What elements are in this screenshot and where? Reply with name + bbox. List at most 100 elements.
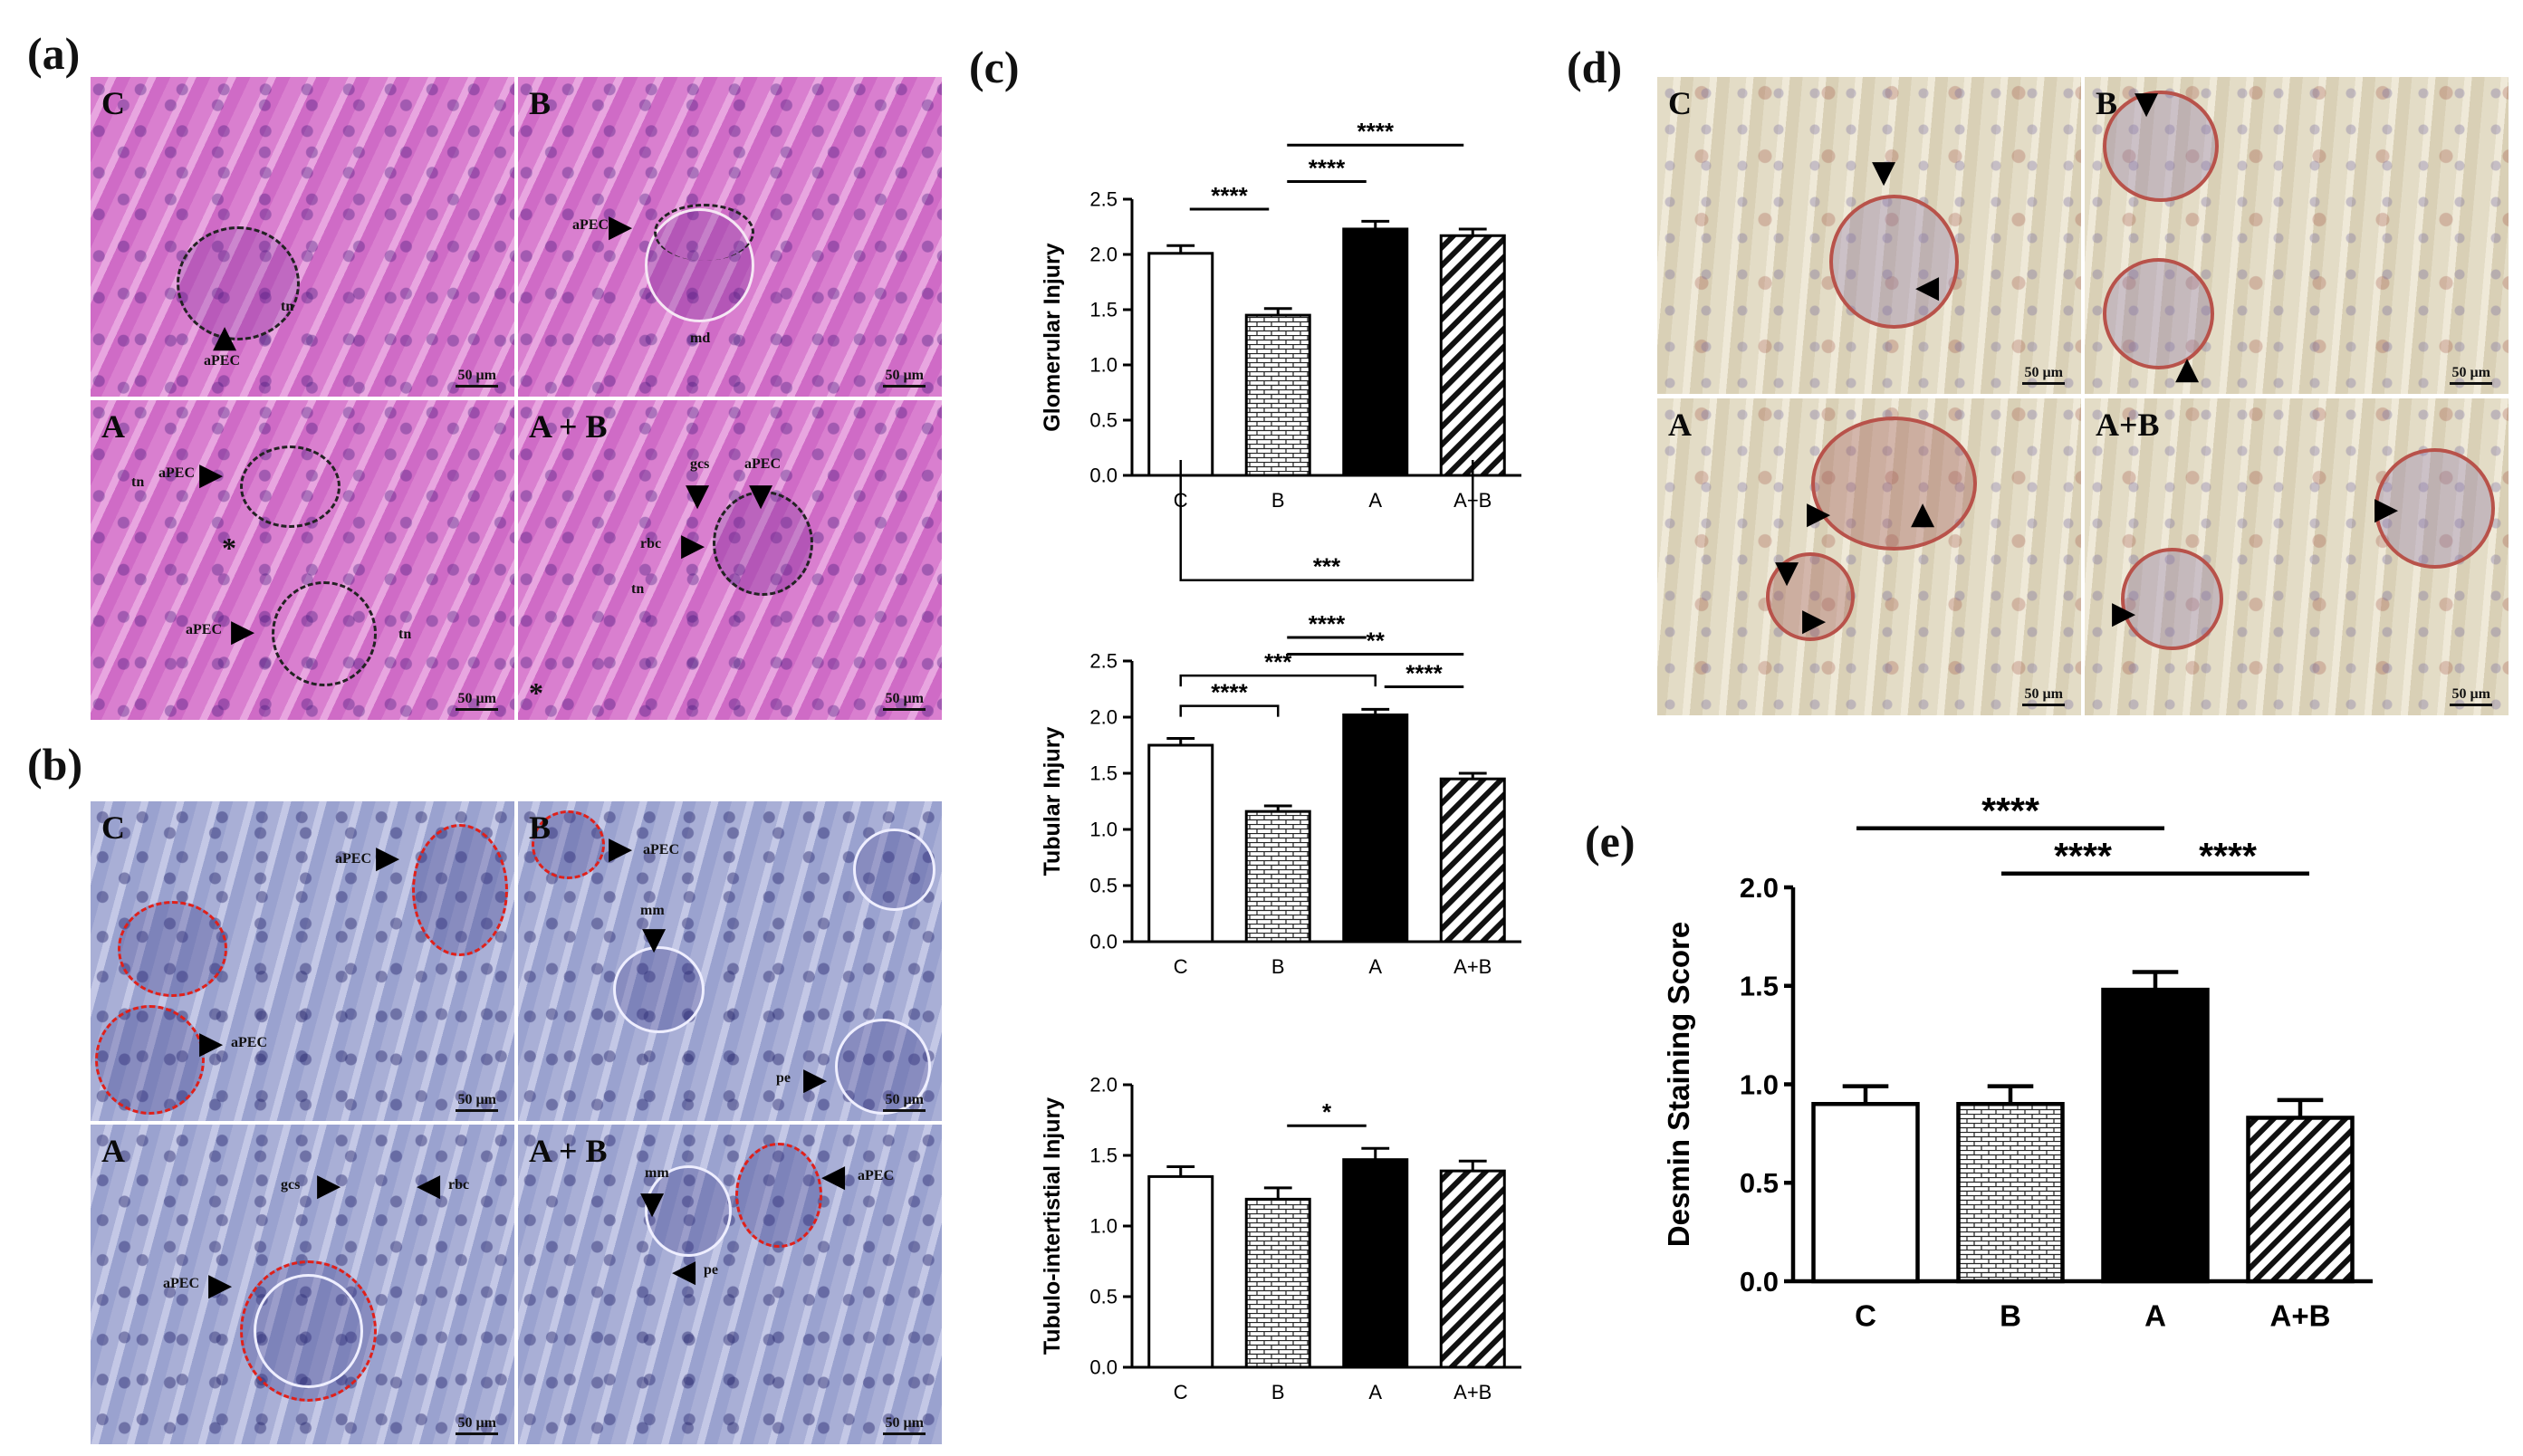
bar-a [2101,987,2210,1284]
x-tick-label: A+B [1453,955,1492,978]
significance-label: **** [1309,610,1346,637]
y-tick-label: 1.5 [1089,299,1118,321]
y-tick-label: 0.5 [1740,1167,1779,1199]
x-tick-label: C [1174,955,1188,978]
anno-tn: tn [631,581,645,597]
significance-label: **** [2054,835,2112,876]
tile-label: A + B [529,408,608,445]
x-tick-label: A [1368,1381,1382,1403]
y-tick-label: 0.5 [1089,1286,1118,1308]
scale-bar: 50 µm [883,691,926,711]
scale-bar: 50 µm [456,691,498,711]
y-tick-label: 2.0 [1089,1074,1118,1097]
anno-apec: aPEC [643,842,679,857]
x-tick-label: B [1271,489,1285,512]
y-tick-label: 2.5 [1089,188,1118,211]
x-tick-label: C [1174,1381,1188,1403]
significance-label: *** [1313,553,1341,580]
anno-apec: aPEC [744,456,781,472]
panel-d-tile-a: ▶ ▲ ▼ ▶ A 50 µm [1657,398,2081,715]
tile-label: A + B [529,1133,608,1169]
y-tick-label: 0.0 [1089,1356,1118,1379]
bar-c [1147,252,1214,477]
scale-bar: 50 µm [456,368,498,388]
bar-b [1244,1197,1311,1369]
anno-apec: aPEC [572,217,609,233]
anno-apec: aPEC [204,353,240,369]
y-tick-label: 1.5 [1089,1145,1118,1167]
scale-bar: 50 µm [883,1092,926,1112]
anno-apec: aPEC [858,1168,894,1183]
significance-label: **** [1309,154,1346,181]
y-tick-label: 0.5 [1089,875,1118,897]
bar-b [1956,1102,2065,1284]
significance-label: **** [1405,660,1443,687]
x-tick-label: B [2000,1299,2021,1333]
bar-aplusb [1439,777,1506,944]
tile-label: C [101,85,125,121]
anno-mm: mm [640,903,665,918]
y-axis-label: Tubular Injury [1040,726,1065,876]
x-tick-label: A+B [1453,489,1492,512]
significance-bracket [1179,460,1474,581]
anno-tn: tn [398,627,412,642]
panel-d-tile-ab: ▶ ▶ A+B 50 µm [2085,398,2509,715]
panel-b-tile-c: ▶ ▶ aPEC aPEC C 50 µm [91,801,514,1121]
bar-a [1342,714,1409,944]
scale-bar: 50 µm [883,1415,926,1435]
anno-gcs: gcs [690,456,710,472]
y-tick-label: 1.5 [1740,971,1779,1002]
bar-aplusb [1439,1169,1506,1369]
significance-bracket [1179,674,1377,687]
significance-label: **** [1357,118,1395,145]
panel-a-tile-ab: ▼ ▼ ▶ gcs aPEC rbc tn * A + B 50 µm [518,400,942,720]
tile-label: B [2096,85,2118,121]
y-tick-label: 1.0 [1740,1068,1779,1100]
panel-e-letter: (e) [1585,816,1636,867]
tile-label: A [1668,407,1692,443]
anno-md: md [690,330,711,346]
y-tick-label: 2.5 [1089,650,1118,673]
panel-a-micrographs: ▲ aPEC tn C 50 µm ▶ aPEC md B 50 µm ▶ ▶ … [91,77,942,720]
y-tick-label: 0.0 [1740,1266,1779,1298]
tile-label: A+B [2096,407,2160,443]
panel-d-tile-b: ▼ ▲ B 50 µm [2085,77,2509,394]
bar-c [1147,1174,1214,1369]
y-tick-label: 1.0 [1089,354,1118,377]
tile-label: C [1668,85,1692,121]
y-tick-label: 2.0 [1089,244,1118,266]
desmin-staining-chart: 0.0 0.5 1.0 1.5 2.0 Desmin Staining Score C B A A… [1662,790,2373,1333]
bar-c [1147,743,1214,944]
panel-d-micrographs: ▼ ◀ C 50 µm ▼ ▲ B 50 µm ▶ ▲ ▼ ▶ A 50 µm … [1657,77,2509,715]
y-axis-label: Tubulo-intertistial Injury [1040,1097,1065,1355]
y-tick-label: 1.0 [1089,1215,1118,1238]
x-tick-label: B [1271,955,1285,978]
anno-pe: pe [704,1262,718,1278]
glomerular-injury-chart: 0.0 0.5 1.0 1.5 2.0 2.5 Glomerular Injury C B A A+… [1040,118,1521,512]
anno-gcs: gcs [281,1177,301,1193]
significance-label: * [1322,1098,1332,1126]
anno-asterisk: * [222,532,236,564]
scale-bar: 50 µm [2022,686,2065,706]
anno-tn: tn [281,299,294,314]
panel-b-tile-a: ▶ ◀ ▶ gcs rbc aPEC A 50 µm [91,1125,514,1444]
panel-b-micrographs: ▶ ▶ aPEC aPEC C 50 µm ▶ ▼ ▶ aPEC mm pe B… [91,801,942,1444]
scale-bar: 50 µm [456,1415,498,1435]
tubulo-interstitial-injury-chart: 0.0 0.5 1.0 1.5 2.0 Tubulo-intertistial Injur… [1040,1074,1521,1403]
panel-d-tile-c: ▼ ◀ C 50 µm [1657,77,2081,394]
bar-aplusb [1439,234,1506,477]
scale-bar: 50 µm [456,1092,498,1112]
bar-c [1811,1102,1920,1284]
x-tick-label: A [1368,955,1382,978]
tile-label: C [101,809,125,846]
significance-label: **** [1981,790,2039,831]
tile-label: A [101,1133,125,1169]
panel-b-tile-ab: ▼ ◀ ◀ mm aPEC pe A + B 50 µm [518,1125,942,1444]
bar-b [1244,313,1311,477]
y-tick-label: 0.5 [1089,409,1118,432]
y-tick-label: 0.0 [1089,465,1118,487]
scale-bar: 50 µm [2022,365,2065,385]
scale-bar: 50 µm [883,368,926,388]
x-tick-label: A [1368,489,1382,512]
x-tick-label: C [1174,489,1188,512]
